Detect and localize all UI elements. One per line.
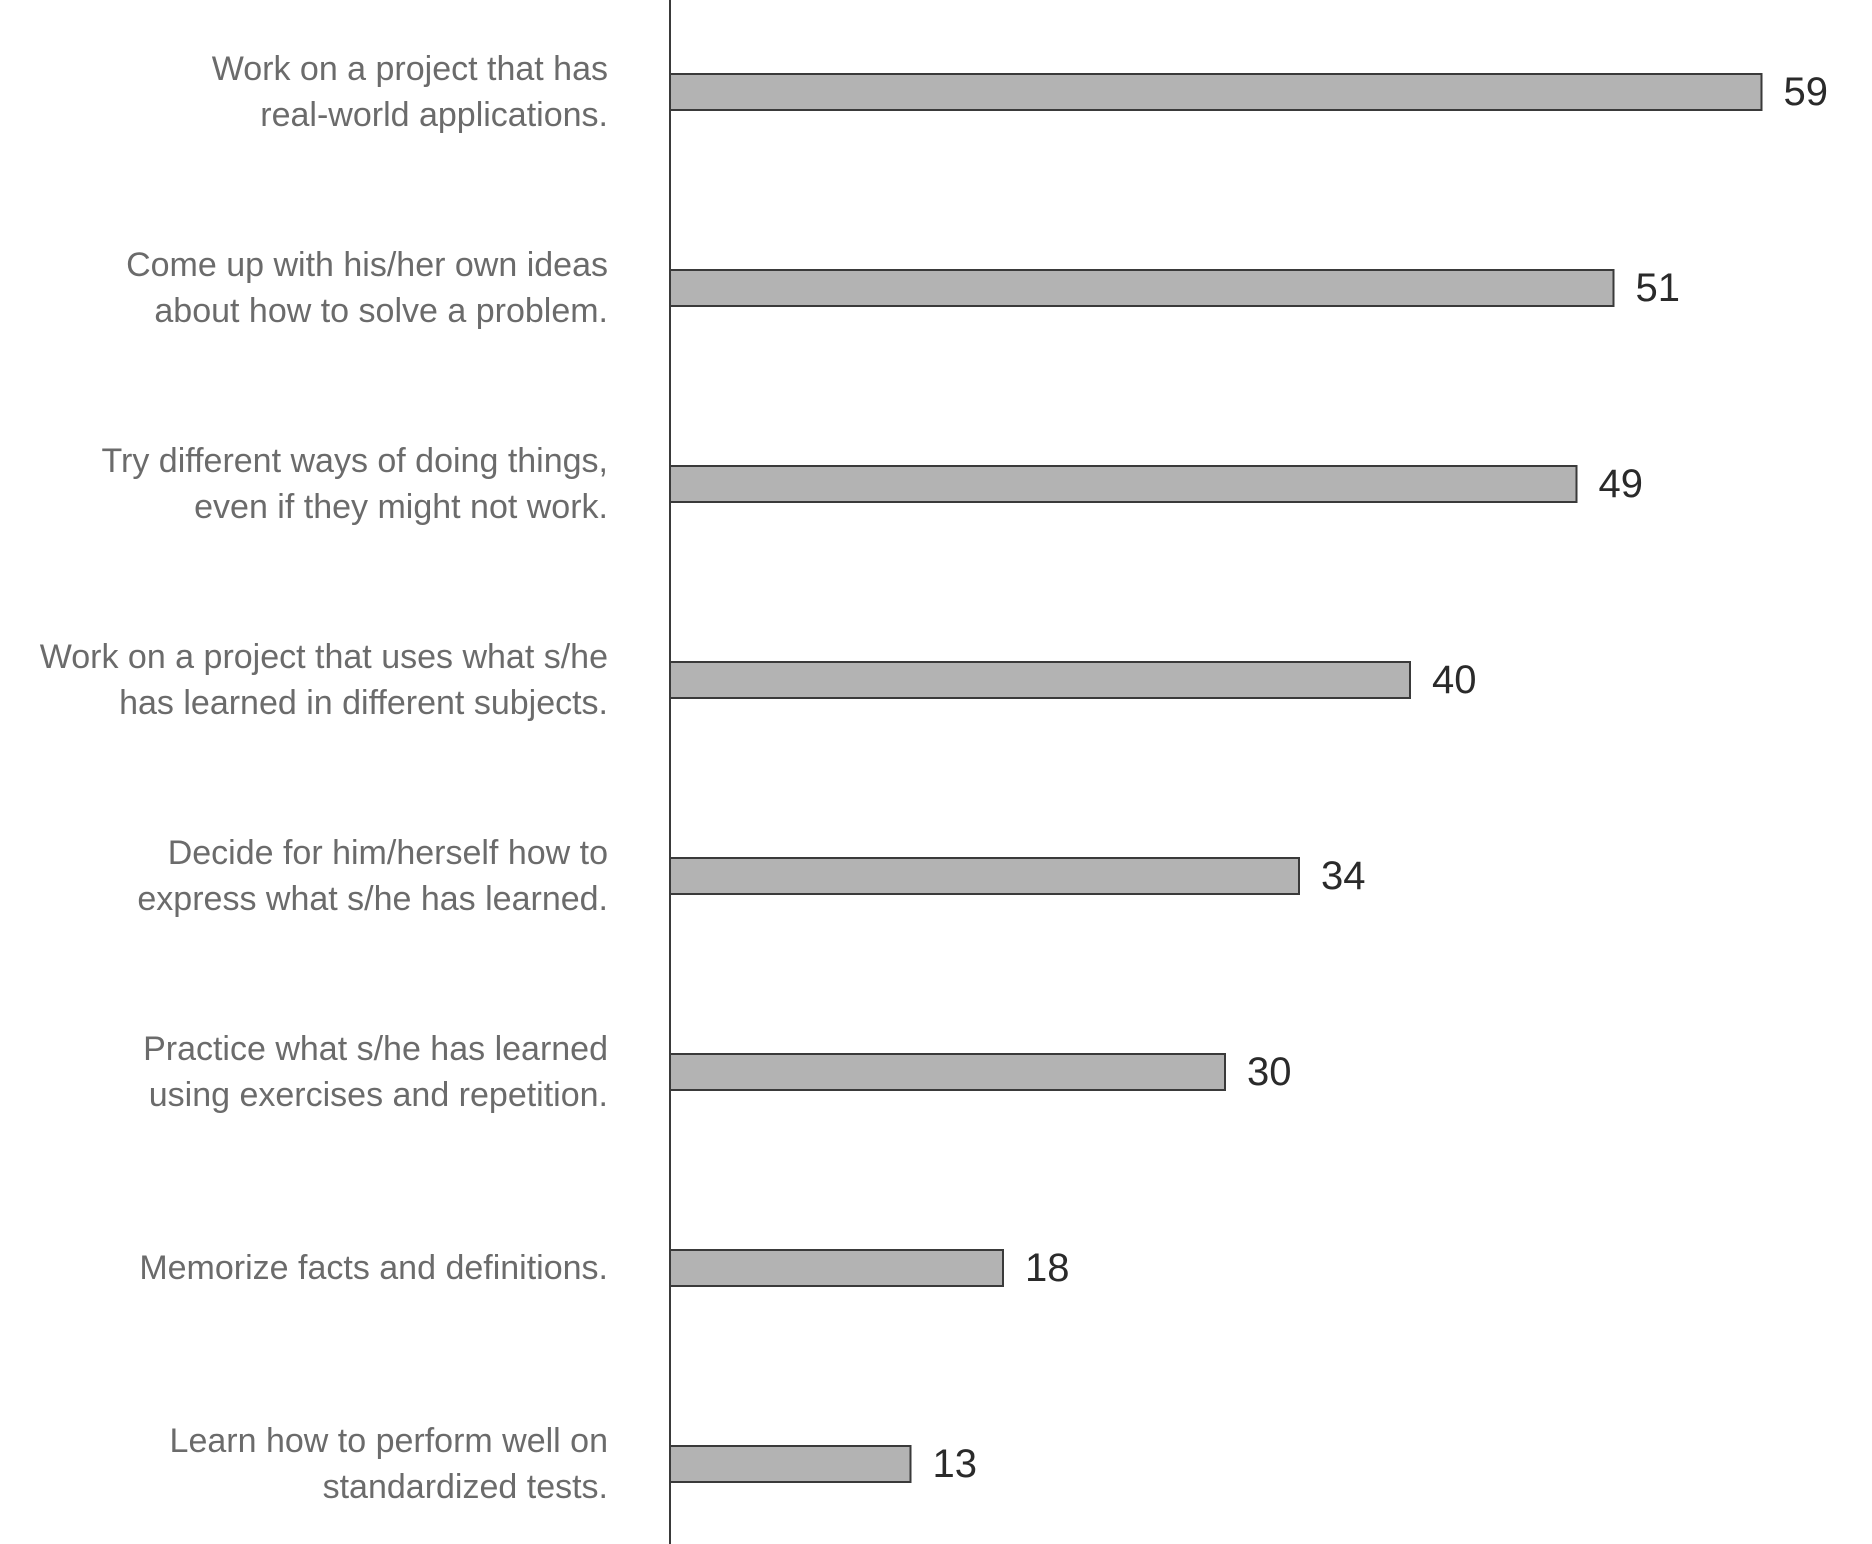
category-label-6: Memorize facts and definitions. [139,1249,608,1287]
category-label-line: Learn how to perform well on [170,1422,608,1460]
value-label-7: 13 [933,1442,978,1486]
category-label-line: real-world applications. [260,96,608,134]
bar-7 [669,1445,912,1483]
category-label-line: standardized tests. [323,1468,608,1506]
value-label-3: 40 [1432,658,1477,702]
bar-3 [669,661,1411,699]
category-label-7: Learn how to perform well on standardized… [170,1422,608,1506]
category-label-1: Come up with his/her own ideas about how … [126,246,608,330]
bar-2 [669,465,1578,503]
value-label-2: 49 [1599,462,1644,506]
category-label-line: Work on a project that uses what s/he [40,638,608,676]
value-labels-group: 59 51 49 40 34 30 18 13 [933,70,1829,1486]
category-label-line: has learned in different subjects. [119,684,608,722]
category-label-line: Decide for him/herself how to [168,834,608,872]
value-label-4: 34 [1321,854,1366,898]
category-label-line: Practice what s/he has learned [143,1030,608,1068]
category-label-line: about how to solve a problem. [154,292,608,330]
category-label-line: using exercises and repetition. [149,1076,608,1114]
category-label-3: Work on a project that uses what s/he has… [40,638,608,722]
category-label-line: Memorize facts and definitions. [139,1249,608,1287]
category-label-2: Try different ways of doing things, even … [102,442,608,526]
category-label-line: Come up with his/her own ideas [126,246,608,284]
value-label-0: 59 [1784,70,1829,114]
category-label-line: Work on a project that has [212,50,608,88]
value-label-1: 51 [1636,266,1681,310]
category-labels-group: Work on a project that has real-world app… [40,50,608,1506]
category-label-0: Work on a project that has real-world app… [212,50,608,134]
category-label-4: Decide for him/herself how to express wha… [137,834,608,918]
value-label-5: 30 [1247,1050,1292,1094]
category-label-line: express what s/he has learned. [137,880,608,918]
bar-4 [669,857,1300,895]
category-label-line: Try different ways of doing things, [102,442,608,480]
bar-1 [669,269,1615,307]
bar-5 [669,1053,1226,1091]
bars-group [669,73,1763,1483]
bar-6 [669,1249,1004,1287]
bar-0 [669,73,1763,111]
value-label-6: 18 [1025,1246,1070,1290]
category-label-line: even if they might not work. [194,488,608,526]
category-label-5: Practice what s/he has learned using exer… [143,1030,608,1114]
